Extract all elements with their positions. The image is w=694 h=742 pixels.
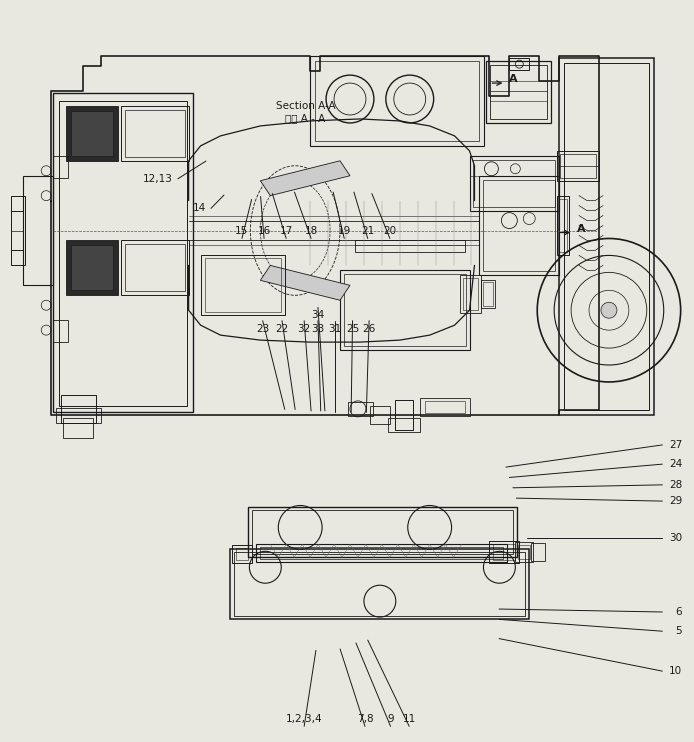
Bar <box>470 156 559 211</box>
Text: 断面 A - A: 断面 A - A <box>285 114 325 123</box>
Text: A: A <box>577 223 586 234</box>
Bar <box>63 418 93 438</box>
Bar <box>509 58 530 70</box>
Bar <box>125 244 185 292</box>
Bar <box>484 180 555 272</box>
Text: A: A <box>509 74 518 84</box>
Text: 15: 15 <box>235 226 248 237</box>
Bar <box>260 548 503 559</box>
Text: 10: 10 <box>669 666 682 676</box>
Bar <box>253 510 514 554</box>
Text: 22: 22 <box>276 324 289 334</box>
Text: 30: 30 <box>669 533 682 543</box>
Bar <box>473 160 555 206</box>
Bar <box>24 176 53 286</box>
Bar <box>53 156 68 178</box>
Bar <box>59 101 187 406</box>
Bar <box>53 321 68 342</box>
Text: 19: 19 <box>337 226 351 237</box>
Bar <box>71 246 113 290</box>
Text: 18: 18 <box>305 226 318 237</box>
Bar <box>480 176 559 275</box>
Bar <box>370 406 390 424</box>
Text: 5: 5 <box>676 626 682 636</box>
Bar <box>516 542 533 562</box>
Text: 33: 33 <box>312 324 325 334</box>
Bar <box>518 545 530 559</box>
Text: 32: 32 <box>298 324 311 334</box>
Text: 26: 26 <box>362 324 375 334</box>
Bar <box>11 196 25 266</box>
Text: 11: 11 <box>403 715 416 724</box>
Text: 24: 24 <box>669 459 682 469</box>
Text: 23: 23 <box>256 324 269 334</box>
Bar <box>71 111 113 156</box>
Bar <box>53 93 193 412</box>
Text: 29: 29 <box>669 496 682 506</box>
Text: 12,13: 12,13 <box>143 174 173 184</box>
Bar <box>491 65 547 119</box>
Bar <box>61 395 96 423</box>
Text: 28: 28 <box>669 480 682 490</box>
Bar <box>532 543 545 561</box>
Text: 27: 27 <box>669 440 682 450</box>
Bar <box>256 545 507 562</box>
Bar <box>232 545 253 563</box>
Bar <box>66 106 118 161</box>
Bar <box>340 270 470 350</box>
Bar <box>560 154 596 178</box>
Bar <box>395 400 413 430</box>
Bar <box>559 58 654 415</box>
Polygon shape <box>260 266 350 301</box>
Bar <box>121 240 189 295</box>
Text: Section A-A: Section A-A <box>276 102 335 111</box>
Bar <box>493 545 516 560</box>
Text: 9: 9 <box>387 715 394 724</box>
Bar <box>121 106 189 161</box>
Bar <box>230 549 530 619</box>
Bar <box>462 278 478 310</box>
Bar <box>125 110 185 157</box>
Text: 34: 34 <box>312 310 325 321</box>
Text: 6: 6 <box>676 607 682 617</box>
Text: 7,8: 7,8 <box>357 715 373 724</box>
Text: 16: 16 <box>257 226 271 237</box>
Polygon shape <box>260 161 350 196</box>
Circle shape <box>601 302 617 318</box>
Bar <box>201 255 285 315</box>
Bar <box>420 398 470 416</box>
Bar <box>557 196 569 255</box>
Bar <box>56 408 101 423</box>
Bar <box>344 275 466 346</box>
Bar <box>205 258 281 312</box>
Bar <box>66 240 118 295</box>
Bar <box>564 63 649 410</box>
Bar <box>486 61 551 123</box>
Bar <box>235 552 525 616</box>
Bar <box>482 280 496 308</box>
Text: 1,2,3,4: 1,2,3,4 <box>286 715 323 724</box>
Bar <box>315 61 480 141</box>
Bar <box>310 56 484 146</box>
Bar <box>348 402 373 416</box>
Bar <box>355 240 464 252</box>
Bar <box>237 548 248 560</box>
Bar <box>425 401 464 413</box>
Bar <box>388 418 420 432</box>
Bar <box>484 283 493 306</box>
Text: 21: 21 <box>361 226 374 237</box>
Text: 20: 20 <box>383 226 396 237</box>
Text: 25: 25 <box>346 324 359 334</box>
Text: 31: 31 <box>328 324 341 334</box>
Bar <box>489 542 519 563</box>
Text: 17: 17 <box>280 226 293 237</box>
Bar <box>557 151 599 181</box>
Bar <box>559 199 567 252</box>
Text: 14: 14 <box>193 203 206 214</box>
Bar <box>459 275 482 313</box>
Bar <box>248 508 517 557</box>
